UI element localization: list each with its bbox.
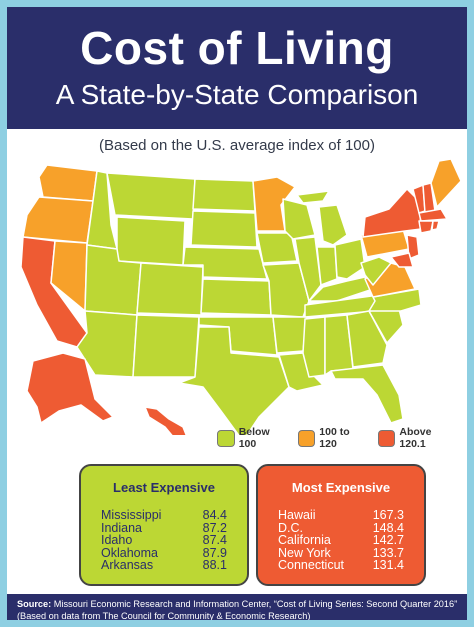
- swatch-above: [377, 429, 396, 447]
- state-mississippi: [302, 316, 326, 378]
- state-north-carolina: [368, 288, 422, 312]
- state-name: Arkansas: [101, 558, 154, 572]
- state-wyoming: [116, 216, 186, 266]
- list-item: Mississippi 84.4: [101, 509, 227, 522]
- state-name: New York: [278, 545, 331, 560]
- index-value: 87.2: [202, 520, 227, 535]
- most-expensive-panel: Most Expensive Hawaii 167.3 D.C. 148.4 Cal…: [256, 464, 426, 586]
- index-value: 148.4: [372, 520, 404, 535]
- state-south-dakota: [190, 210, 258, 248]
- basis-note: (Based on the U.S. average index of 100): [98, 137, 375, 154]
- legend-below-label: Below 100: [238, 426, 270, 450]
- state-illinois: [294, 236, 322, 302]
- infographic-frame: Cost of Living A State-by-State Comparis…: [7, 7, 467, 620]
- state-iowa: [256, 232, 298, 264]
- state-new-jersey: [406, 234, 420, 260]
- page-title: Cost of Living: [80, 22, 394, 74]
- state-texas: [178, 326, 290, 435]
- legend-above-label: Above 120.1: [399, 426, 432, 450]
- state-new-mexico: [132, 314, 200, 378]
- state-nebraska: [182, 246, 268, 280]
- state-michigan: [296, 190, 348, 246]
- state-name: Mississippi: [101, 508, 162, 522]
- least-expensive-title: Least Expensive: [113, 480, 215, 495]
- state-georgia: [346, 310, 388, 368]
- list-item: Oklahoma 87.9: [101, 545, 227, 560]
- index-value: 88.1: [202, 558, 227, 572]
- header-banner: Cost of Living A State-by-State Comparis…: [7, 7, 467, 129]
- list-item: Connecticut 131.4: [278, 559, 404, 572]
- state-west-virginia: [360, 256, 392, 286]
- state-name: Connecticut: [278, 558, 345, 572]
- source-text: Missouri Economic Research and Informati…: [17, 599, 458, 620]
- swatch-below: [217, 429, 235, 447]
- state-arkansas: [272, 316, 308, 354]
- list-item: New York 133.7: [278, 545, 404, 560]
- state-washington: [38, 164, 98, 202]
- state-name: Idaho: [101, 533, 133, 547]
- legend-below: Below 100: [217, 426, 284, 450]
- state-florida: [330, 364, 404, 424]
- state-name: D.C.: [278, 520, 303, 535]
- footer-banner: [7, 594, 467, 620]
- legend-mid-label: 100 to 120: [319, 426, 350, 450]
- state-connecticut: [418, 220, 434, 234]
- swatch-mid: [297, 429, 316, 447]
- index-value: 133.7: [372, 545, 404, 560]
- index-value: 131.4: [372, 558, 404, 572]
- list-item: Idaho 87.4: [101, 534, 227, 547]
- state-rhode-island: [431, 220, 440, 231]
- state-name: Oklahoma: [101, 545, 158, 560]
- list-item: Indiana 87.2: [101, 520, 227, 535]
- least-expensive-panel: Least Expensive Mississippi 84.4 Indiana 8…: [79, 464, 249, 586]
- index-value: 142.7: [372, 533, 404, 547]
- source-note: Source: Missouri Economic Research and I…: [17, 599, 461, 620]
- state-massachusetts: [418, 208, 448, 222]
- source-label: Source:: [17, 599, 52, 609]
- us-cost-of-living-map: [20, 158, 462, 435]
- page-subtitle: A State-by-State Comparison: [55, 79, 419, 110]
- most-expensive-title: Most Expensive: [291, 480, 391, 495]
- state-maine: [430, 158, 462, 208]
- state-minnesota: [252, 176, 296, 232]
- state-hawaii: [144, 406, 188, 435]
- legend-above: Above 120.1: [377, 426, 453, 450]
- state-colorado: [136, 262, 204, 316]
- state-name: Indiana: [101, 520, 143, 535]
- list-item: Hawaii 167.3: [278, 509, 404, 522]
- state-montana: [106, 172, 196, 220]
- state-name: California: [278, 533, 331, 547]
- map-legend: Below 100 100 to 120 Above 120.1: [217, 426, 467, 450]
- legend-mid: 100 to 120: [297, 426, 364, 450]
- index-value: 87.4: [202, 533, 227, 547]
- index-value: 87.9: [202, 545, 227, 560]
- state-indiana: [316, 246, 338, 286]
- list-item: D.C. 148.4: [278, 520, 404, 535]
- list-item: Arkansas 88.1: [101, 559, 227, 572]
- state-ohio: [334, 238, 366, 280]
- state-name: Hawaii: [278, 508, 316, 522]
- state-wisconsin: [282, 198, 316, 240]
- state-new-york: [362, 188, 422, 238]
- state-kansas: [200, 278, 272, 316]
- index-value: 167.3: [372, 508, 404, 522]
- state-alaska: [26, 352, 114, 424]
- state-oregon: [22, 196, 94, 244]
- state-maryland: [390, 252, 414, 268]
- list-item: California 142.7: [278, 534, 404, 547]
- state-north-dakota: [192, 178, 256, 212]
- index-value: 84.4: [202, 508, 227, 522]
